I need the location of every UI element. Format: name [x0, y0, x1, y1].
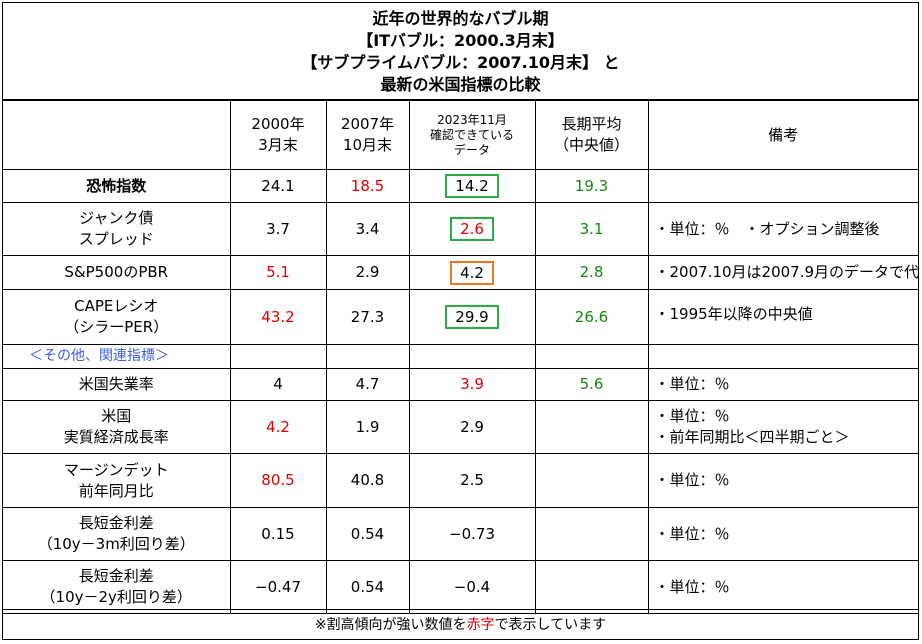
value-2023: 2.9 [408, 400, 536, 454]
header-2007: 2007年 10月末 [325, 100, 410, 170]
value-2023-cell: 4.2 [408, 255, 536, 290]
title-line-4: 最新の米国指標の比較 [380, 75, 541, 94]
value-2000: 3.7 [229, 202, 327, 256]
value-2023: 4.2 [450, 260, 494, 285]
header-label-cell [3, 100, 231, 170]
table-row: 米国失業率 4 4.7 3.9 5.6 ・単位：％ [3, 368, 918, 401]
header-remarks: 備考 [647, 100, 918, 170]
value-2023: 2.5 [408, 453, 536, 508]
value-2007: 1.9 [325, 400, 410, 454]
header-long-term-average: 長期平均 （中央値） [534, 100, 649, 170]
remark: ・単位：％ [647, 560, 918, 614]
empty-cell [408, 344, 536, 369]
value-2000: 5.1 [229, 255, 327, 290]
header-row: 2000年 3月末 2007年 10月末 2023年11月 確認できている データ 長期… [3, 100, 918, 170]
value-2023: 2.6 [450, 217, 494, 241]
value-average: 3.1 [534, 202, 649, 256]
value-2023: 14.2 [445, 174, 499, 198]
value-average [534, 453, 649, 508]
section-row: ＜その他、関連指標＞ [3, 344, 918, 369]
title-line-3: 【サブプライムバブル：2007.10月末】 と [301, 53, 620, 72]
empty-cell [229, 344, 327, 369]
empty-cell [647, 344, 918, 369]
value-2007: 0.54 [325, 560, 410, 614]
value-2007: 2.9 [325, 255, 410, 290]
value-2007: 0.54 [325, 507, 410, 561]
value-2000: −0.47 [229, 560, 327, 614]
value-2000: 43.2 [229, 289, 327, 345]
remark: ・単位：％ [647, 507, 918, 561]
value-2000: 4.2 [229, 400, 327, 454]
empty-cell [534, 344, 649, 369]
remark: ・単位：％ ・オプション調整後 [647, 202, 918, 256]
value-average: 5.6 [534, 368, 649, 401]
value-2007: 4.7 [325, 368, 410, 401]
value-average [534, 507, 649, 561]
value-2023: 3.9 [408, 368, 536, 401]
footer-text-highlight: 赤字 [466, 617, 495, 633]
header-2000: 2000年 3月末 [229, 100, 327, 170]
value-2023-cell: 2.6 [408, 202, 536, 256]
remark: ・単位：％ [647, 453, 918, 508]
row-label: ジャンク債 スプレッド [3, 202, 231, 256]
table-row: S&P500のPBR 5.1 2.9 4.2 2.8 ・2007.10月は200… [3, 255, 918, 290]
row-label: 米国 実質経済成長率 [3, 400, 231, 454]
table-row: ジャンク債 スプレッド 3.7 3.4 2.6 3.1 ・単位：％ ・オプション調… [3, 202, 918, 256]
value-2007: 27.3 [325, 289, 410, 345]
table-row: マージンデット 前年同月比 80.5 40.8 2.5 ・単位：％ [3, 453, 918, 508]
value-average: 2.8 [534, 255, 649, 290]
title-line-1: 近年の世界的なバブル期 [372, 9, 549, 28]
footer-note: ※割高傾向が強い数値を赤字で表示しています [3, 609, 918, 639]
row-label: マージンデット 前年同月比 [3, 453, 231, 508]
table-row: 長短金利差 （10y－2y利回り差） −0.47 0.54 −0.4 ・単位：％ [3, 560, 918, 614]
row-label: 恐怖指数 [3, 169, 231, 203]
value-2000: 24.1 [229, 169, 327, 203]
title-line-2: 【ITバブル：2000.3月末】 [357, 31, 564, 50]
value-average: 26.6 [534, 289, 649, 345]
value-2023-cell: 29.9 [408, 289, 536, 345]
section-label: ＜その他、関連指標＞ [3, 344, 231, 369]
row-label: 長短金利差 （10y－2y利回り差） [3, 560, 231, 614]
value-2000: 80.5 [229, 453, 327, 508]
footer-text-after: で表示しています [494, 617, 607, 633]
remark: ・単位：％ [647, 368, 918, 401]
header-2023: 2023年11月 確認できている データ [408, 100, 536, 170]
row-label: 長短金利差 （10y－3m利回り差） [3, 507, 231, 561]
remark: ・単位：％ ・前年同期比＜四半期ごと＞ [647, 400, 918, 454]
table-row: 米国 実質経済成長率 4.2 1.9 2.9 ・単位：％ ・前年同期比＜四半期ごと＞ [3, 400, 918, 454]
empty-cell [325, 344, 410, 369]
value-2007: 18.5 [325, 169, 410, 203]
table-row: 長短金利差 （10y－3m利回り差） 0.15 0.54 −0.73 ・単位：％ [3, 507, 918, 561]
table-row: CAPEレシオ （シラーPER） 43.2 27.3 29.9 26.6 ・199… [3, 289, 918, 345]
remark [647, 169, 918, 203]
value-2023: −0.4 [408, 560, 536, 614]
value-2023: 29.9 [445, 305, 499, 329]
value-2000: 4 [229, 368, 327, 401]
value-2000: 0.15 [229, 507, 327, 561]
value-average: 19.3 [534, 169, 649, 203]
row-label: CAPEレシオ （シラーPER） [3, 289, 231, 345]
row-label: S&P500のPBR [3, 255, 231, 290]
value-2023: −0.73 [408, 507, 536, 561]
value-average [534, 560, 649, 614]
footer-text-before: ※割高傾向が強い数値を [314, 617, 467, 633]
value-average [534, 400, 649, 454]
table-row: 恐怖指数 24.1 18.5 14.2 19.3 [3, 169, 918, 203]
remark: ・2007.10月は2007.9月のデータで代用 [647, 255, 918, 290]
row-label: 米国失業率 [3, 368, 231, 401]
remark: ・1995年以降の中央値 [647, 289, 918, 345]
value-2007: 3.4 [325, 202, 410, 256]
sheet-title: 近年の世界的なバブル期 【ITバブル：2000.3月末】 【サブプライムバブル：… [3, 3, 918, 100]
value-2007: 40.8 [325, 453, 410, 508]
indicator-table: 2000年 3月末 2007年 10月末 2023年11月 確認できている データ 長期… [3, 100, 918, 614]
value-2023-cell: 14.2 [408, 169, 536, 203]
